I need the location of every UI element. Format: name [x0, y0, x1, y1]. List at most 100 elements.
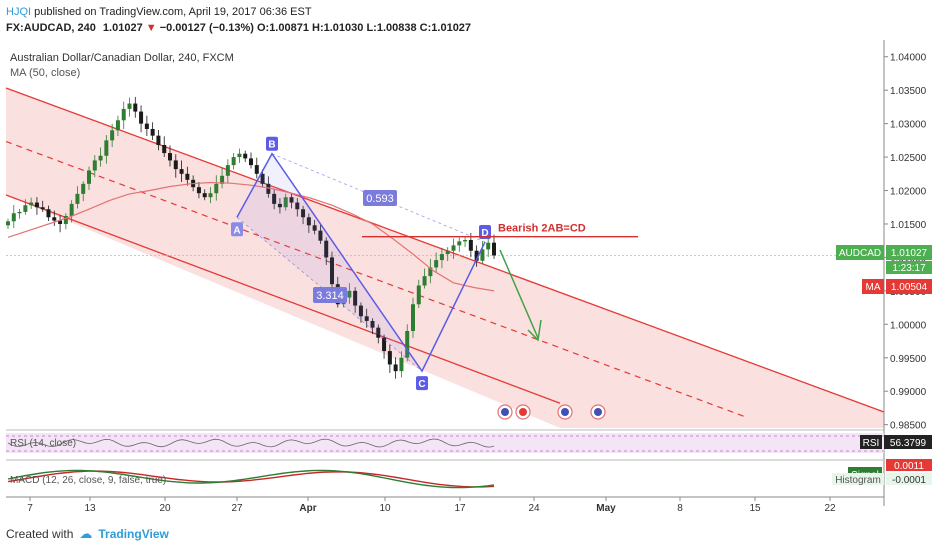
pattern-point-c-label: C — [418, 379, 425, 390]
candle-body — [358, 305, 363, 317]
down-arrow-icon: ▼ — [145, 22, 157, 34]
candle-body — [139, 111, 144, 124]
candle-body — [202, 193, 207, 198]
ma-price-text: 1.00504 — [891, 282, 928, 293]
candle-body — [92, 160, 97, 171]
candle-body — [353, 290, 358, 306]
pattern-point-a-label: A — [233, 225, 240, 236]
pattern-point-d-badge — [479, 225, 491, 240]
pattern-point-b-badge — [266, 136, 278, 151]
tradingview-brand[interactable]: TradingView — [98, 527, 169, 541]
price-tick-label: 1.00000 — [890, 320, 927, 331]
price-tick-label: 1.02000 — [890, 187, 927, 198]
candle-body — [23, 205, 28, 212]
candle-body — [306, 217, 311, 226]
candle-body — [399, 357, 404, 372]
time-tick-label: 8 — [677, 503, 683, 514]
candle-body — [295, 202, 300, 210]
candle-body — [393, 364, 398, 372]
ratio-bc-box — [363, 190, 397, 206]
candle-body — [40, 207, 45, 210]
pattern-point-d-label: D — [481, 228, 488, 239]
candle-body — [127, 103, 132, 109]
change-value: −0.00127 (−0.13%) — [159, 22, 254, 34]
price-tick-label: 0.99500 — [890, 354, 927, 365]
candle-body — [231, 157, 236, 166]
price-tick-label: 0.98500 — [890, 421, 927, 432]
candle-body — [150, 128, 155, 136]
symbol-label[interactable]: FX:AUDCAD, 240 — [6, 22, 96, 34]
candle-body — [451, 245, 456, 251]
candle-body — [283, 197, 288, 208]
time-tick-label: 17 — [454, 503, 466, 514]
close-value: 1.01027 — [431, 22, 472, 34]
rsi-label: RSI (14, close) — [10, 438, 76, 449]
rsi-symbol-badge — [860, 435, 882, 449]
audcad-symbol-badge — [836, 245, 884, 260]
event-flag-dot-icon — [501, 408, 509, 416]
macd-line — [7, 469, 495, 489]
created-with-text: Created with — [6, 527, 74, 541]
candle-body — [87, 170, 91, 184]
candle-body — [208, 193, 213, 198]
candle-body — [434, 260, 439, 268]
candle-body — [468, 240, 473, 251]
candle-body — [272, 193, 277, 204]
countdown-text: 1:23:17 — [892, 263, 926, 274]
candle-body — [405, 331, 410, 358]
time-tick-label: Apr — [299, 503, 316, 514]
macd-hist-label: Histogram — [835, 475, 881, 486]
forecast-arrow-line — [499, 249, 539, 339]
event-flag-dot-icon — [519, 408, 527, 416]
ratio-bc: 0.593 — [366, 193, 394, 205]
macd-signal-value-badge — [886, 459, 932, 471]
candle-body — [46, 209, 51, 218]
candle-body — [416, 285, 421, 305]
rsi-value-text: 56.3799 — [890, 438, 927, 449]
candle-body — [185, 173, 190, 180]
macd-hist-value: -0.0001 — [892, 475, 926, 486]
candle-body — [347, 290, 352, 298]
candle-body — [318, 230, 323, 241]
candle-body — [133, 103, 138, 112]
candle-body — [98, 155, 103, 161]
publish-line: HJQI published on TradingView.com, April… — [6, 6, 312, 18]
candle-body — [266, 183, 271, 194]
time-tick-label: May — [596, 503, 616, 514]
candle-body — [474, 250, 479, 261]
pattern-point-c-badge — [416, 376, 428, 391]
audcad-price-badge — [886, 245, 932, 260]
candle-body — [411, 304, 415, 331]
price-tick-label: 1.01500 — [890, 220, 927, 231]
high-value: 1.01030 — [323, 22, 364, 34]
time-tick-label: 7 — [27, 503, 33, 514]
candle-body — [69, 203, 74, 216]
time-tick-label: 13 — [84, 503, 96, 514]
candle-body — [58, 220, 63, 224]
candle-body — [439, 254, 444, 261]
pattern-abcd-line — [236, 152, 486, 373]
candle-body — [173, 160, 178, 170]
rsi-line — [7, 438, 495, 448]
forecast-arrow-head — [527, 319, 542, 342]
ma-price-badge — [886, 279, 932, 294]
legend-ma: MA (50, close) — [10, 67, 80, 79]
candle-body — [492, 242, 496, 256]
price-tick-label: 1.03500 — [890, 86, 927, 97]
event-flag-dot-icon — [594, 408, 602, 416]
tradingview-logo-icon: ☁ — [79, 526, 93, 541]
candle-body — [75, 193, 80, 204]
candle-body — [301, 209, 306, 218]
published-text: published on TradingView.com, April 19, … — [34, 6, 312, 18]
ohlc-line: FX:AUDCAD, 240 1.01027 ▼ −0.00127 (−0.13… — [6, 22, 471, 34]
candle-body — [225, 165, 230, 176]
ratio-cd: 3.314 — [316, 290, 344, 302]
candle-body — [29, 202, 34, 206]
candle-body — [11, 213, 16, 222]
candle-body — [277, 203, 282, 208]
open-value: 1.00871 — [269, 22, 309, 34]
ma-symbol-badge — [862, 279, 884, 294]
author-link[interactable]: HJQI — [6, 6, 32, 18]
ma-symbol-text: MA — [866, 282, 881, 293]
